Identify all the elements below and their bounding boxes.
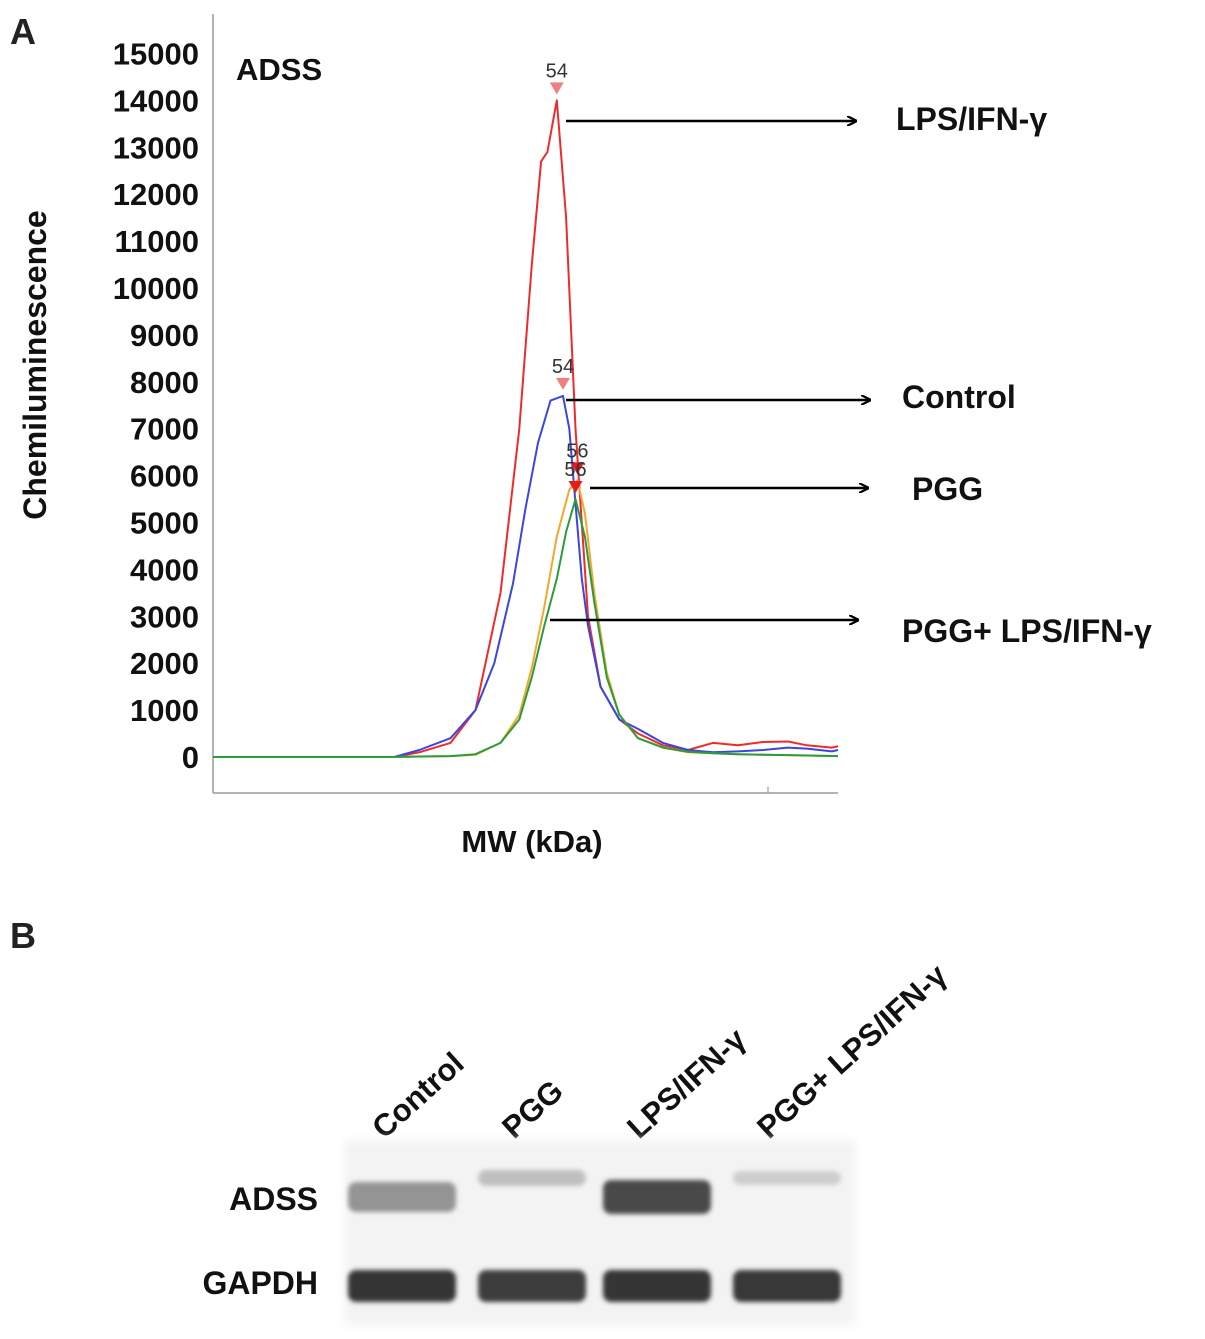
- y-axis-label: Chemiluminescence: [17, 210, 53, 519]
- lane-label: LPS/IFN-γ: [620, 1021, 753, 1145]
- annotation-lps-ifn: LPS/IFN-γ: [896, 101, 1047, 137]
- y-tick-label: 7000: [130, 412, 199, 447]
- series-line: [213, 394, 839, 758]
- gapdh-band: [603, 1270, 711, 1302]
- series-line: [213, 479, 839, 758]
- y-tick-label: 15000: [113, 37, 199, 72]
- peak-marker-label: 54: [552, 356, 574, 378]
- peak-marker-triangle: [556, 377, 570, 390]
- gapdh-band: [348, 1270, 456, 1302]
- peak-marker-triangle: [568, 481, 583, 494]
- annotation-labels: LPS/IFN-γ Control PGG PGG+ LPS/IFN-γ: [896, 101, 1152, 649]
- peak-marker-label: 54: [546, 60, 568, 82]
- y-tick-label: 11000: [115, 224, 200, 259]
- y-tick-label: 1000: [130, 693, 199, 728]
- series-line: [213, 498, 839, 758]
- adss-band: [348, 1182, 456, 1212]
- y-tick-label: 4000: [130, 552, 199, 587]
- series-lines: [213, 99, 839, 758]
- plot-area: 0 1000 2000 3000 4000 5000 6000 7000 8000 9000 100…: [113, 14, 839, 794]
- adss-band: [733, 1171, 841, 1185]
- gapdh-band: [478, 1270, 586, 1302]
- panel-a-letter: A: [10, 11, 36, 52]
- y-tick-label: 3000: [130, 599, 199, 634]
- panel-b-letter: B: [10, 915, 36, 956]
- y-tick-label: 2000: [130, 646, 199, 681]
- y-tick-label: 9000: [130, 318, 199, 353]
- y-tick-label: 14000: [113, 83, 199, 118]
- peak-marker-triangle: [570, 462, 585, 475]
- y-tick-label: 10000: [113, 271, 199, 306]
- gapdh-band: [733, 1270, 841, 1302]
- peak-marker-triangle: [549, 82, 564, 95]
- adss-band: [478, 1170, 586, 1186]
- lane-label: Control: [365, 1045, 470, 1145]
- annotation-pgg: PGG: [912, 471, 983, 507]
- row-label-adss: ADSS: [229, 1181, 318, 1217]
- adss-band: [603, 1180, 711, 1214]
- y-tick-label: 12000: [113, 177, 199, 212]
- y-tick-label: 6000: [130, 459, 199, 494]
- peak-marker-label: 56: [564, 459, 586, 481]
- inset-label: ADSS: [236, 52, 322, 87]
- row-label-gapdh: GAPDH: [202, 1265, 318, 1301]
- lane-label: PGG: [495, 1073, 570, 1145]
- annotation-control: Control: [902, 379, 1016, 415]
- series-line: [213, 99, 839, 758]
- lane-label: PGG+ LPS/IFN-γ: [750, 957, 954, 1145]
- peak-marker-label: 56: [566, 440, 588, 462]
- y-tick-label: 5000: [130, 506, 199, 541]
- blot-image: [345, 1140, 855, 1325]
- annotation-arrows: [550, 121, 870, 620]
- x-axis-label: MW (kDa): [461, 824, 602, 859]
- y-tick-label: 0: [182, 740, 199, 775]
- y-tick-label: 8000: [130, 365, 199, 400]
- y-tick-label: 13000: [113, 130, 199, 165]
- y-tick-labels: 0 1000 2000 3000 4000 5000 6000 7000 8000 9000 100…: [113, 37, 199, 776]
- annotation-pgg-lps: PGG+ LPS/IFN-γ: [902, 613, 1152, 649]
